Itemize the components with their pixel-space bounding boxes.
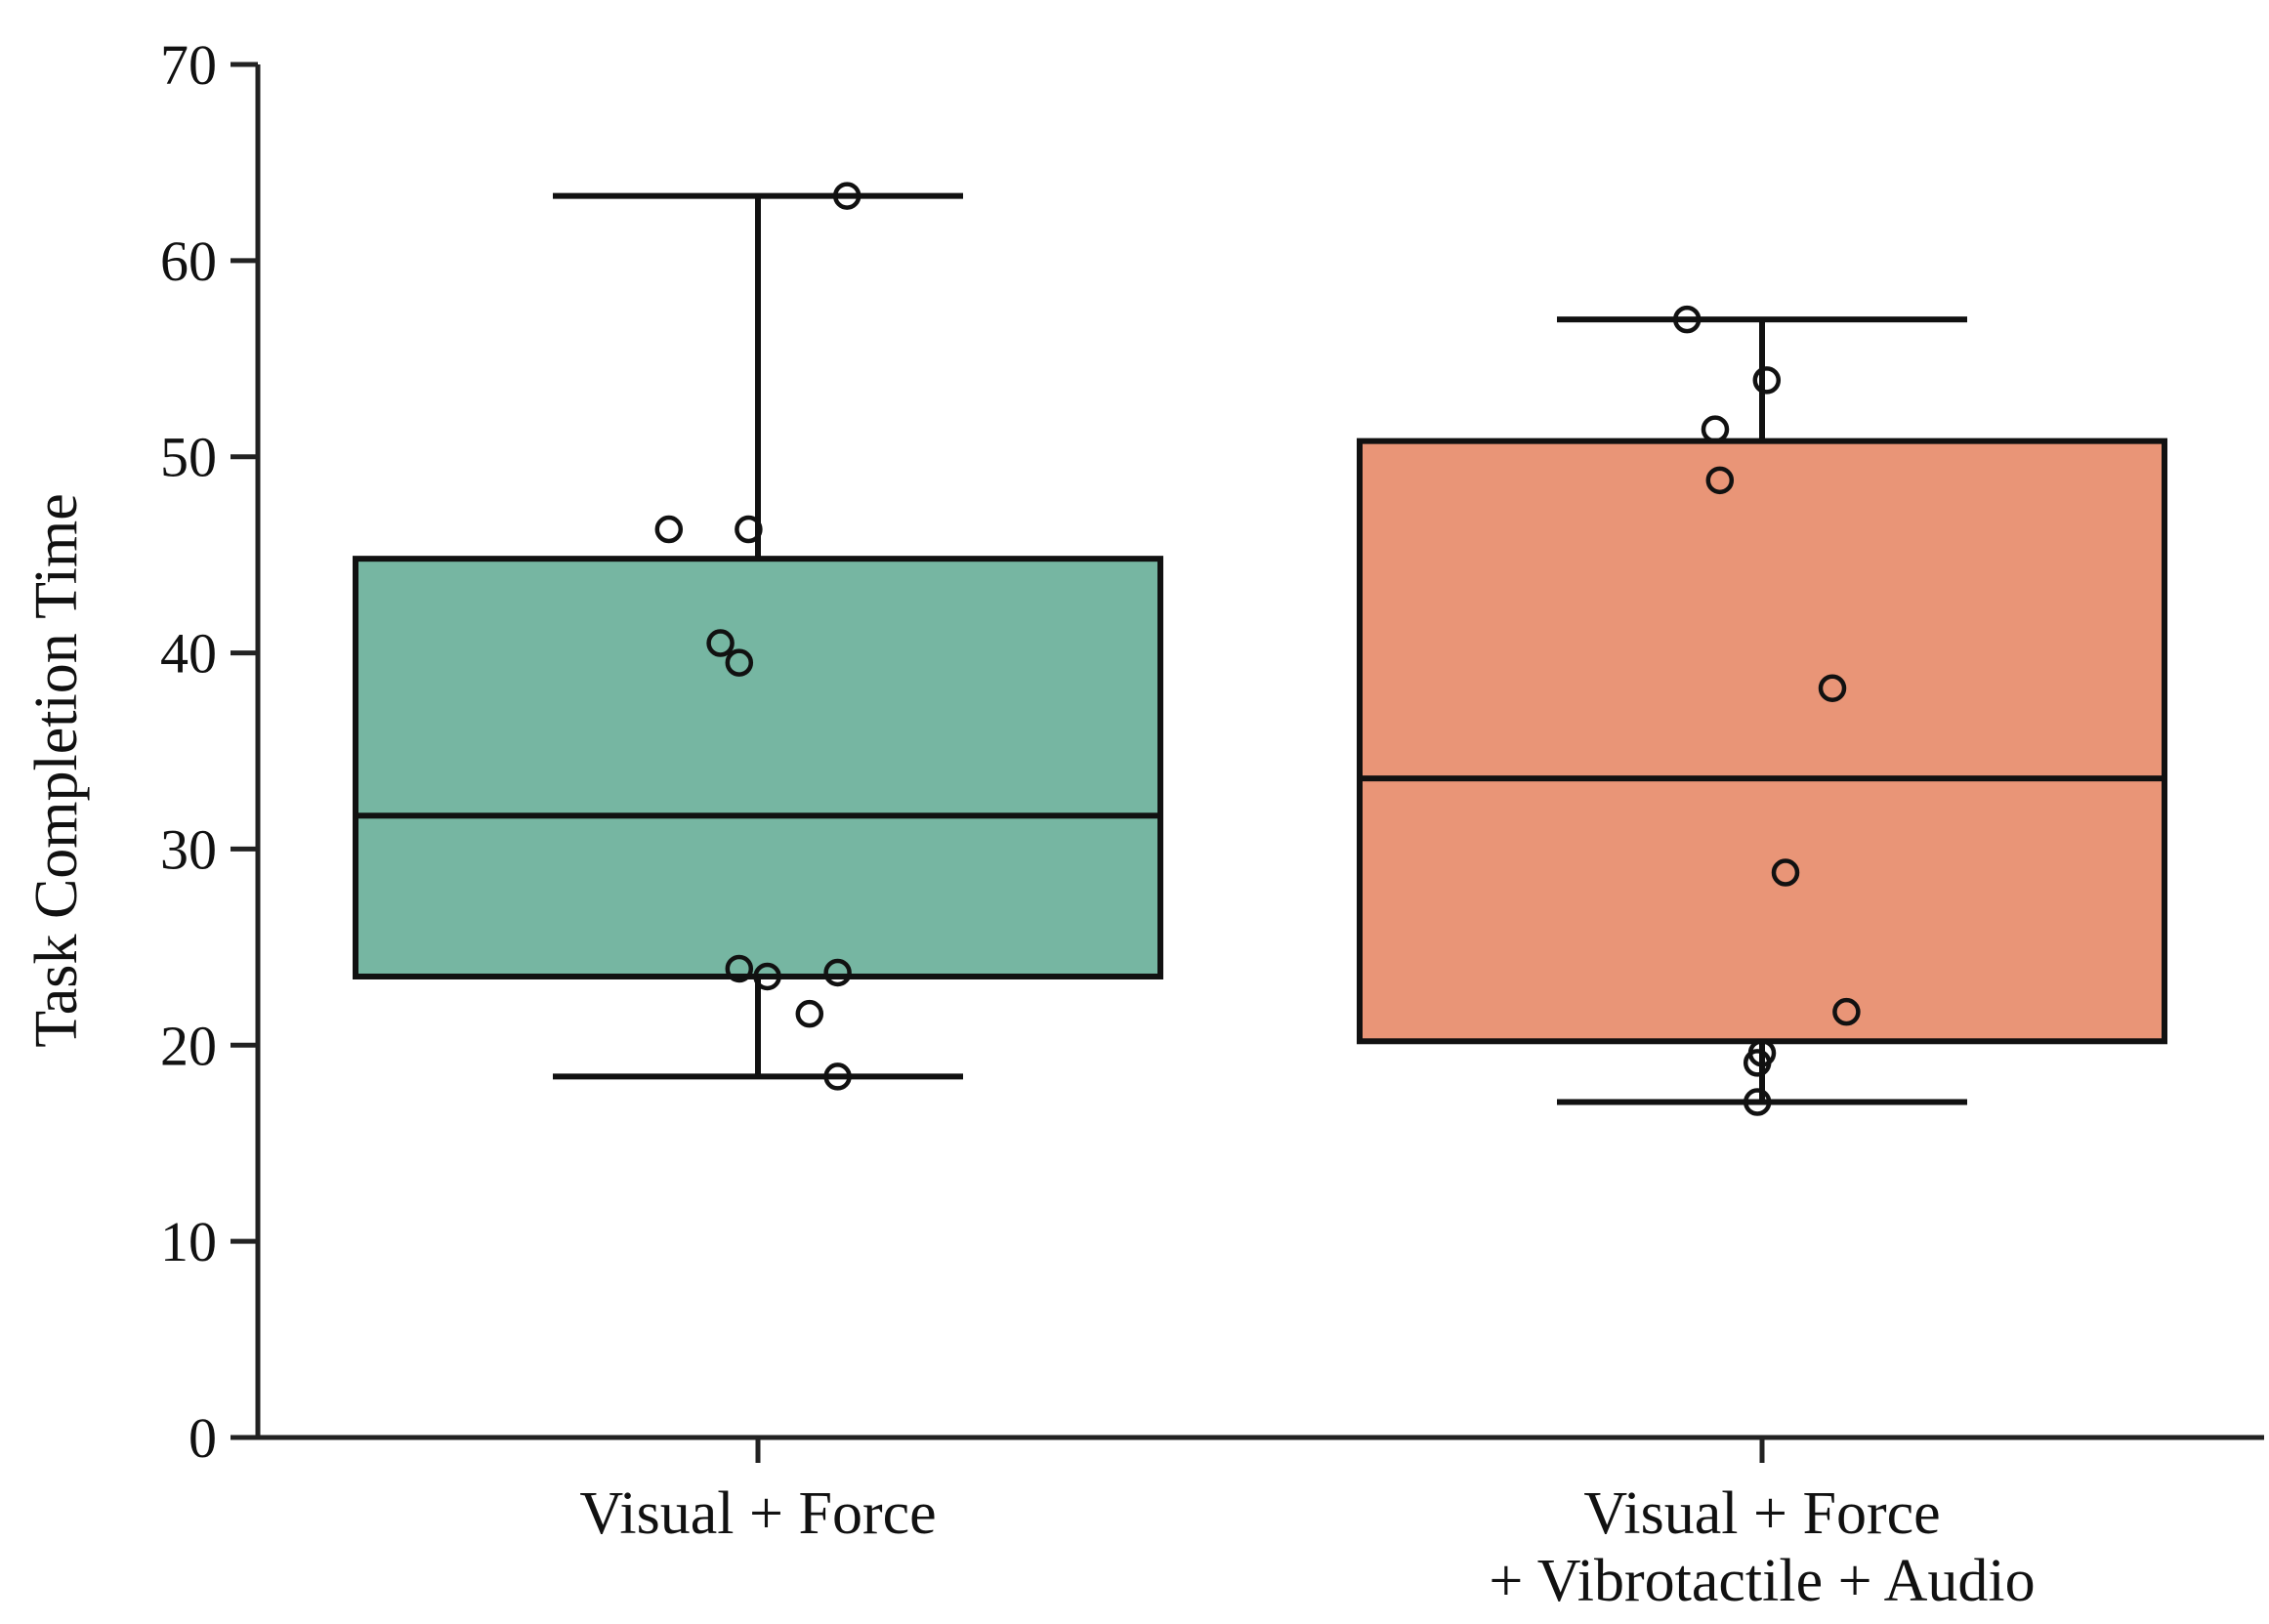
axes-layer: [255, 64, 2264, 1440]
x-category-label: Visual + Force: [579, 1480, 936, 1547]
data-point: [1672, 305, 1702, 334]
x-category-label: Visual + Force: [1583, 1480, 1940, 1547]
x-ticks: Visual + Force Visual + Force+ Vibrotacti…: [579, 1437, 2036, 1614]
data-point: [823, 958, 852, 987]
y-tick-label: 30: [160, 817, 217, 881]
data-point: [725, 648, 754, 677]
data-point: [753, 962, 781, 991]
data-point: [832, 182, 861, 210]
data-point: [1752, 366, 1782, 395]
y-tick-label: 70: [160, 33, 217, 97]
x-category-label: + Vibrotactile + Audio: [1489, 1548, 2035, 1614]
y-tick-label: 20: [160, 1014, 217, 1077]
data-point: [1771, 858, 1800, 887]
data-point: [1705, 466, 1735, 495]
points-layer: [654, 182, 1861, 1116]
y-ticks: 0 10 20 30 40 50 60 70: [160, 33, 258, 1470]
data-point: [1743, 1088, 1772, 1116]
data-point: [1701, 415, 1730, 443]
box-group: [1357, 316, 2167, 1105]
data-point: [1818, 674, 1847, 702]
data-point: [654, 515, 684, 544]
data-point: [823, 1062, 852, 1091]
y-tick-label: 0: [189, 1406, 217, 1470]
boxes-layer: [353, 192, 2167, 1105]
data-point: [725, 954, 754, 983]
y-tick-label: 10: [160, 1210, 217, 1273]
data-point: [1832, 997, 1861, 1026]
data-point: [706, 629, 735, 657]
data-point: [795, 999, 824, 1028]
y-tick-label: 50: [160, 426, 217, 489]
y-tick-label: 60: [160, 229, 217, 293]
iqr-box: [353, 556, 1163, 979]
data-point: [735, 515, 763, 544]
y-tick-label: 40: [160, 622, 217, 686]
y-axis-title: Task Completion Time: [23, 493, 90, 1048]
data-point: [1743, 1049, 1772, 1077]
iqr-box: [1357, 437, 2167, 1045]
box-group: [353, 192, 1163, 1080]
